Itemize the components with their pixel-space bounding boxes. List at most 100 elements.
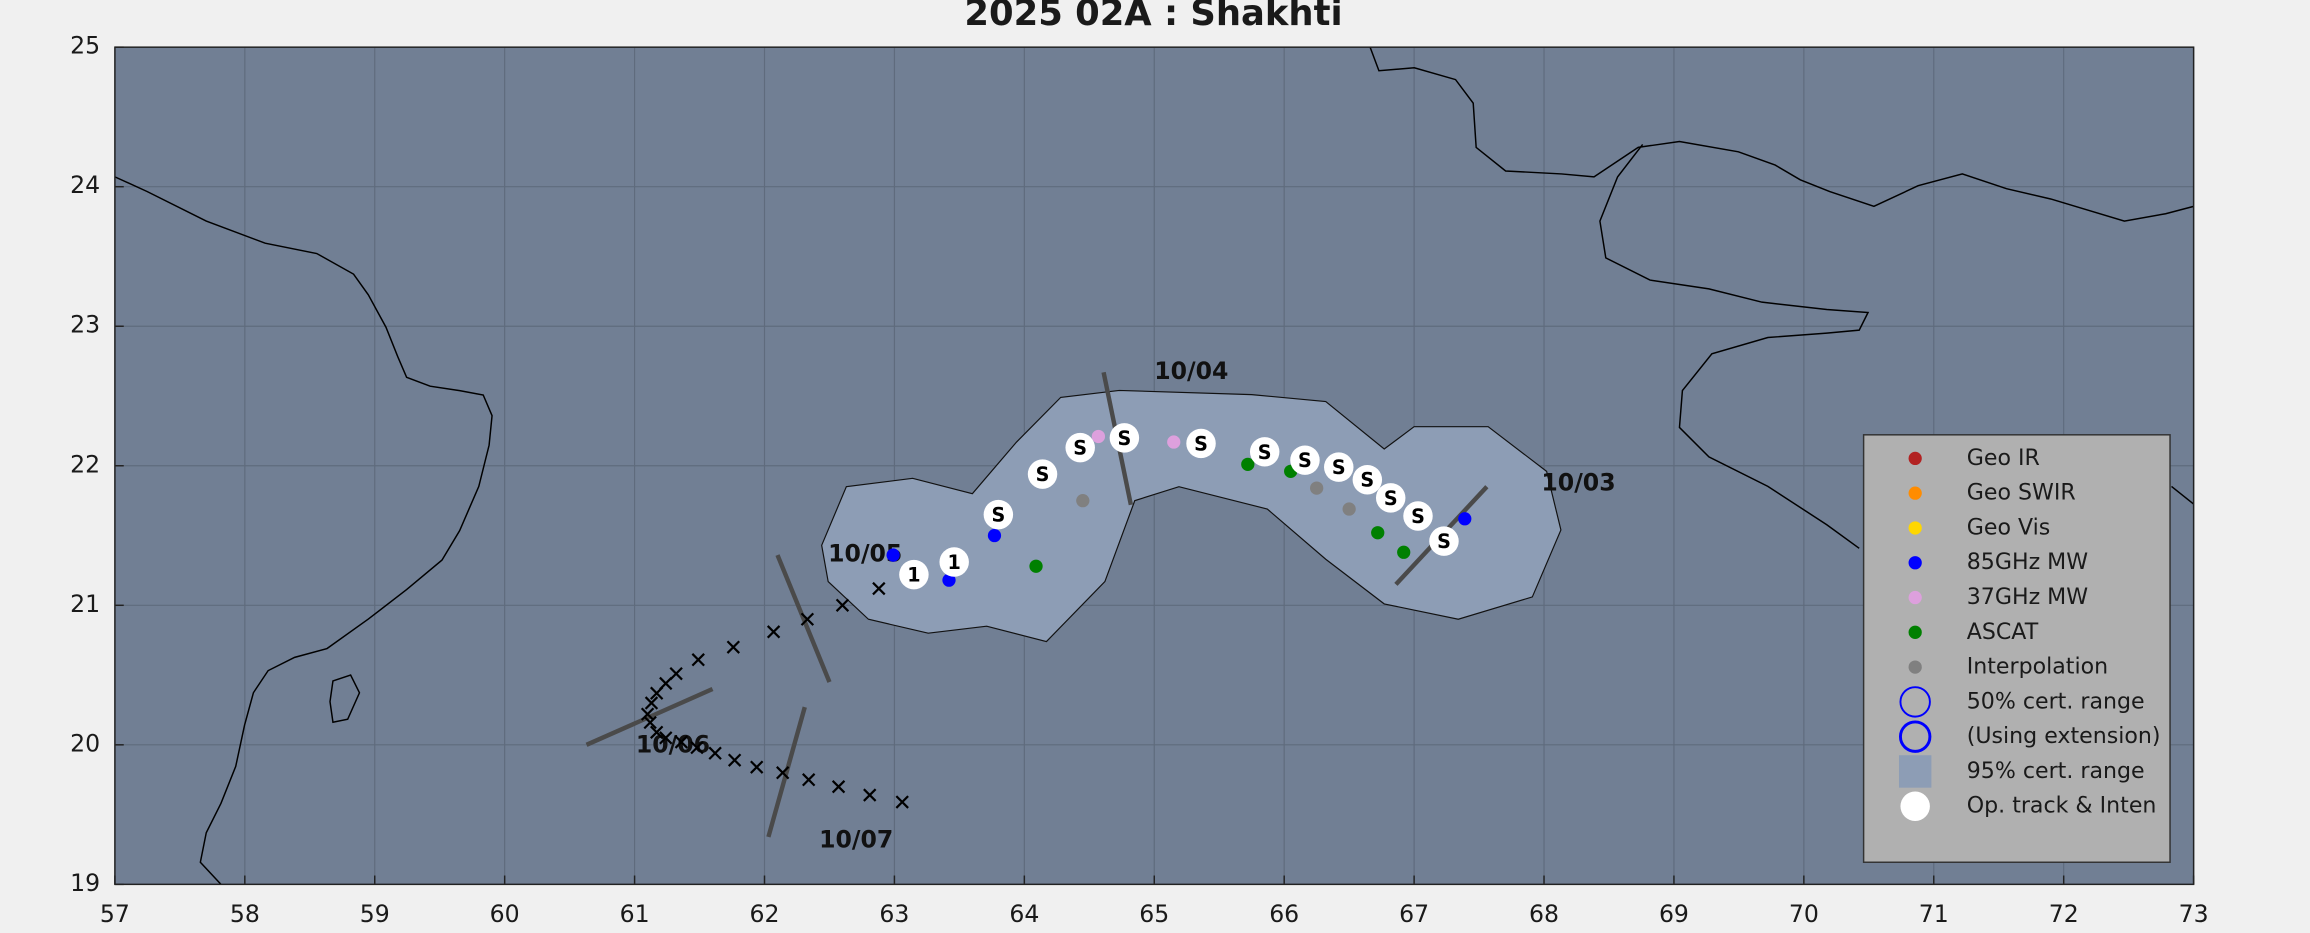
forecast-point (669, 666, 683, 681)
x-tick-label: 72 (2049, 900, 2079, 928)
coastline (114, 176, 493, 885)
x-tick-label: 59 (360, 900, 390, 928)
legend-label: 50% cert. range (1967, 688, 2145, 714)
track-point (1324, 452, 1354, 482)
coastline (329, 674, 361, 724)
fix-point (1397, 545, 1411, 559)
fix-point (1371, 526, 1385, 540)
y-tick-label: 25 (70, 32, 100, 60)
forecast-point (644, 696, 659, 710)
legend-label: (Using extension) (1967, 723, 2161, 749)
intensity-label: S (1332, 456, 1346, 479)
forecast-point (659, 731, 673, 745)
track-point (1027, 459, 1058, 489)
forecast-point (708, 746, 722, 760)
intensity-label: S (1411, 505, 1425, 528)
legend-label: Op. track & Inten (1967, 793, 2157, 819)
date-label: 10/03 (1541, 468, 1615, 496)
y-tick-label: 19 (70, 869, 100, 897)
track-point (1065, 432, 1095, 463)
x-tick-label: 66 (1269, 900, 1299, 928)
forecast-point (835, 598, 850, 612)
date-marker (775, 554, 832, 683)
legend-label: 95% cert. range (1967, 758, 2145, 784)
forecast-point (640, 707, 655, 721)
fix-point (1342, 502, 1356, 516)
certainty-area (821, 389, 1562, 643)
x-tick-label: 63 (879, 900, 909, 928)
y-tick-label: 24 (70, 171, 100, 199)
date-label: 10/04 (1154, 357, 1228, 385)
date-label: 10/07 (819, 826, 893, 854)
intensity-label: 1 (948, 551, 961, 574)
track-point (899, 559, 929, 590)
forecast-point (726, 640, 740, 654)
fix-point (1167, 435, 1181, 449)
x-tick-label: 67 (1399, 900, 1429, 928)
track-point (1429, 526, 1459, 556)
forecast-point (776, 766, 790, 780)
x-tick-label: 60 (490, 900, 520, 928)
forecast-point (727, 753, 742, 767)
coastline (1599, 143, 1870, 549)
x-tick-label: 69 (1659, 900, 1689, 928)
track-point (1290, 445, 1320, 475)
legend-box (1862, 434, 2171, 863)
fix-point (987, 528, 1002, 543)
chart-title: 2025 02A : Shakhti (964, 0, 1342, 34)
legend: Geo IR Geo SWIR Geo Vis 85GHz MW 37GHz MW ASC… (1862, 434, 2171, 863)
fix-point (1091, 429, 1106, 444)
legend-label: Geo SWIR (1967, 480, 2076, 506)
fix-point (1076, 494, 1090, 508)
legend-marker (1899, 686, 1931, 718)
x-tick-label: 70 (1789, 900, 1819, 928)
intensity-label: S (991, 504, 1005, 527)
legend-marker (1908, 486, 1922, 500)
coastlines (114, 46, 2195, 885)
fix-point (1310, 481, 1324, 495)
legend-marker (1900, 791, 1930, 821)
coastline (2171, 485, 2195, 505)
fix-point (886, 548, 900, 562)
legend-label: 85GHz MW (1967, 549, 2089, 575)
x-tick-label: 64 (1009, 900, 1039, 928)
track-point (1352, 464, 1383, 495)
forecast-point (766, 625, 781, 639)
intensity-label: S (1258, 441, 1272, 464)
x-tick-label: 68 (1529, 900, 1559, 928)
forecast-point (831, 780, 846, 794)
y-tick-label: 23 (70, 311, 100, 339)
intensity-label: 1 (907, 564, 920, 587)
y-tick-label: 20 (70, 729, 100, 757)
x-tick-label: 62 (750, 900, 780, 928)
legend-marker (1908, 556, 1922, 570)
intensity-label: S (1384, 487, 1398, 510)
track-point (1375, 483, 1406, 513)
track-point (1109, 423, 1140, 453)
forecast-point (863, 788, 877, 802)
x-tick-label: 71 (1919, 900, 1949, 928)
forecast-point (649, 686, 664, 700)
forecast-point (872, 581, 886, 596)
legend-label: Geo IR (1967, 445, 2040, 471)
legend-marker (1908, 521, 1922, 535)
coastline (1369, 46, 2194, 222)
intensity-label: S (1194, 432, 1208, 455)
intensity-label: S (1036, 463, 1050, 486)
x-tick-label: 61 (620, 900, 650, 928)
date-label: 10/06 (636, 731, 710, 759)
forecast-point (800, 612, 815, 626)
forecast-point (649, 725, 664, 739)
x-tick-label: 58 (230, 900, 260, 928)
track-point (1249, 437, 1280, 467)
forecast-point (895, 795, 909, 809)
fix-point (1241, 457, 1255, 472)
legend-label: Interpolation (1967, 654, 2108, 680)
intensity-label: S (1360, 469, 1374, 492)
fix-point (942, 573, 956, 587)
intensity-label: S (1073, 437, 1087, 460)
x-tick-label: 65 (1139, 900, 1169, 928)
forecast-point (690, 740, 704, 755)
legend-label: ASCAT (1967, 619, 2039, 645)
